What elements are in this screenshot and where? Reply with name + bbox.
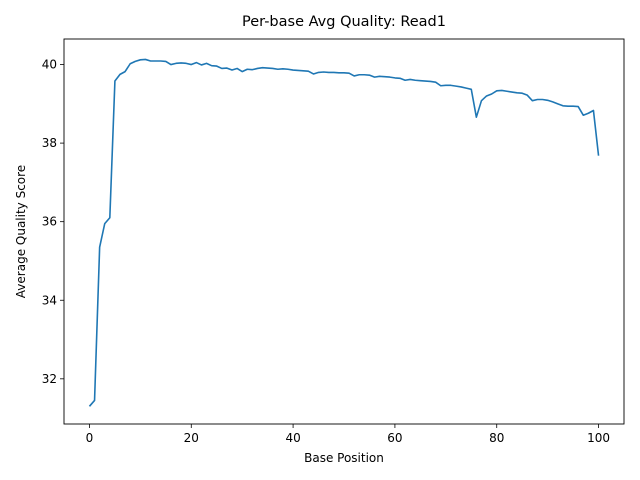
y-axis-ticks: 32 34 36 38 40 (42, 58, 64, 386)
plot-area (63, 38, 625, 425)
y-tick-label: 32 (42, 372, 57, 386)
y-tick-label: 36 (42, 215, 57, 229)
series-line (88, 58, 600, 407)
y-tick-label: 38 (42, 136, 57, 150)
chart-title: Per-base Avg Quality: Read1 (242, 14, 446, 30)
x-tick-label: 20 (184, 431, 199, 445)
x-tick-label: 100 (587, 431, 610, 445)
y-tick-label: 40 (42, 58, 57, 72)
x-tick-label: 60 (387, 431, 402, 445)
axes-frame (63, 38, 625, 425)
y-tick-label: 34 (42, 293, 57, 307)
x-axis-ticks: 0 20 40 60 80 100 (86, 424, 610, 445)
y-axis-label: Average Quality Score (14, 165, 28, 298)
x-tick-label: 40 (285, 431, 300, 445)
x-axis-label: Base Position (304, 451, 384, 465)
x-tick-label: 0 (86, 431, 94, 445)
x-tick-label: 80 (489, 431, 504, 445)
